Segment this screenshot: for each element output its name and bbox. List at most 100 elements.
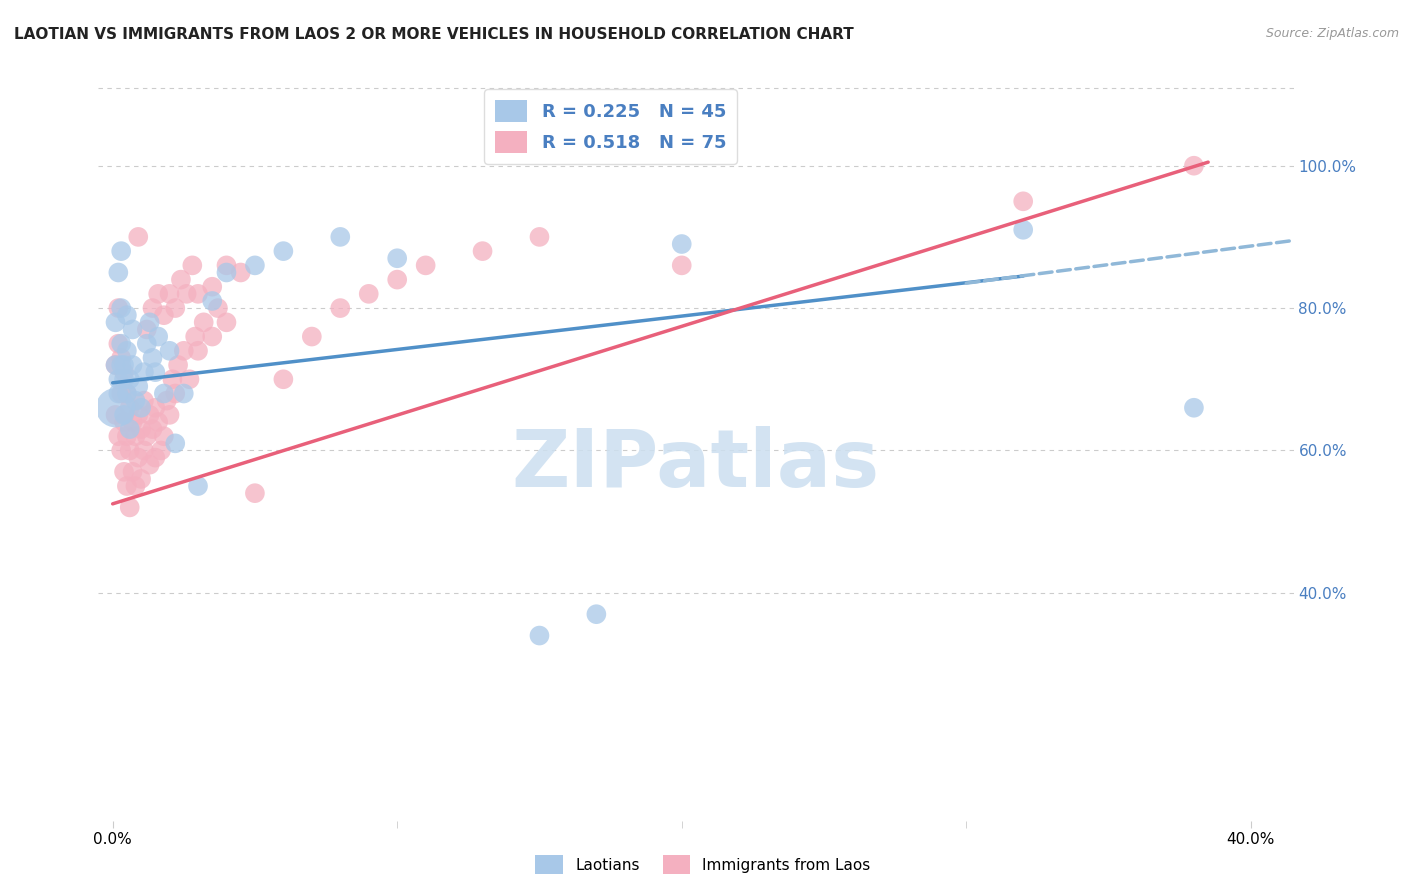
Point [141,301,163,315]
Point [129,401,152,415]
Point [159,343,181,358]
Point [115,386,138,401]
Point [141,351,163,365]
Point [201,293,224,308]
Point [148,329,170,343]
Point [173,386,195,401]
Point [115,343,138,358]
Point [115,429,138,443]
Point [104,315,127,329]
Point [141,422,163,436]
Point [110,301,132,315]
Point [127,450,149,465]
Point [135,429,157,443]
Point [110,336,132,351]
Point [184,329,207,343]
Point [148,415,170,429]
Point [124,429,146,443]
Point [207,301,229,315]
Point [127,379,149,393]
Point [153,429,176,443]
Point [132,365,155,379]
Point [104,358,127,372]
Point [193,315,215,329]
Point [138,315,160,329]
Point [329,230,352,244]
Point [104,358,127,372]
Point [585,607,607,622]
Point [162,372,184,386]
Point [127,230,149,244]
Point [112,358,135,372]
Point [176,286,198,301]
Point [121,465,143,479]
Point [135,322,157,336]
Point [159,286,181,301]
Point [385,272,409,286]
Point [107,372,129,386]
Point [107,386,129,401]
Point [118,500,141,515]
Point [107,301,129,315]
Point [273,244,295,259]
Legend: Laotians, Immigrants from Laos: Laotians, Immigrants from Laos [529,849,877,880]
Point [167,358,190,372]
Text: ZIPatlas: ZIPatlas [512,426,880,504]
Point [1012,223,1035,237]
Point [529,230,551,244]
Point [165,436,187,450]
Point [243,259,266,273]
Point [110,386,132,401]
Point [112,408,135,422]
Point [138,458,160,472]
Point [215,315,238,329]
Point [153,386,176,401]
Point [107,265,129,279]
Point [329,301,352,315]
Point [170,272,193,286]
Point [201,329,224,343]
Point [179,372,201,386]
Point [243,486,266,500]
Point [273,372,295,386]
Point [143,401,166,415]
Point [107,336,129,351]
Point [173,343,195,358]
Point [471,244,494,259]
Point [107,429,129,443]
Point [112,365,135,379]
Point [529,628,551,642]
Legend: R = 0.225   N = 45, R = 0.518   N = 75: R = 0.225 N = 45, R = 0.518 N = 75 [484,89,737,164]
Point [115,308,138,322]
Text: Source: ZipAtlas.com: Source: ZipAtlas.com [1265,27,1399,40]
Point [165,301,187,315]
Point [357,286,380,301]
Point [143,450,166,465]
Point [215,259,238,273]
Point [118,401,141,415]
Point [121,322,143,336]
Point [138,408,160,422]
Point [671,237,693,252]
Point [118,422,141,436]
Point [115,386,138,401]
Point [385,252,409,266]
Point [201,279,224,293]
Point [1182,159,1205,173]
Point [104,401,127,415]
Point [132,443,155,458]
Point [150,443,173,458]
Point [671,259,693,273]
Point [159,408,181,422]
Point [118,372,141,386]
Point [187,286,209,301]
Point [187,479,209,493]
Point [187,343,209,358]
Point [112,465,135,479]
Point [124,393,146,408]
Point [110,351,132,365]
Point [148,286,170,301]
Point [415,259,437,273]
Point [301,329,323,343]
Point [215,265,238,279]
